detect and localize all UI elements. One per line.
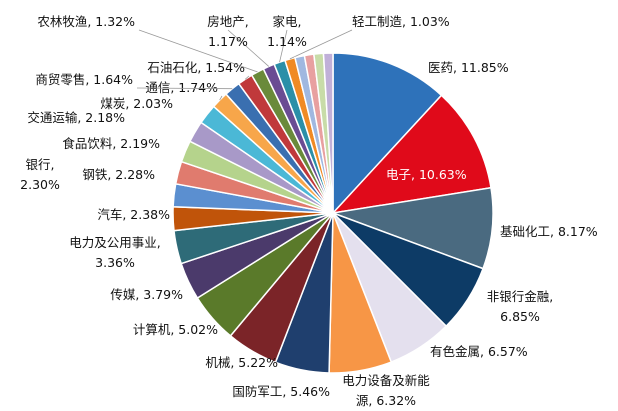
data-label: 通信, 1.74% (145, 80, 218, 95)
data-label: 传媒, 3.79% (110, 287, 183, 302)
data-label: 农林牧渔, 1.32% (37, 14, 135, 29)
leader-line (136, 87, 233, 90)
leader-line (279, 29, 288, 63)
data-label: 交通运输, 2.18% (27, 110, 125, 125)
data-label: 有色金属, 6.57% (430, 344, 528, 359)
pie-slice (332, 52, 443, 215)
data-label: 汽车, 2.38% (97, 207, 170, 222)
pie-slice (330, 94, 492, 215)
data-label: 非银行金融, 6.85% (487, 289, 553, 324)
data-label: 房地产, 1.17% (207, 14, 248, 49)
data-label: 电力及公用事业, 3.36% (69, 235, 160, 270)
data-label: 医药, 11.85% (428, 60, 509, 75)
leader-line (289, 29, 353, 60)
data-label: 国防军工, 5.46% (232, 384, 330, 399)
leader-line (138, 29, 258, 73)
data-label: 家电, 1.14% (267, 14, 307, 49)
data-label: 石油石化, 1.54% (147, 60, 245, 75)
data-label: 电子, 10.63% (386, 167, 467, 182)
data-label: 食品饮料, 2.19% (62, 136, 160, 151)
leader-line (244, 75, 250, 80)
data-label: 电力设备及新能源, 6.32% (342, 373, 430, 408)
data-label: 计算机, 5.02% (133, 322, 218, 337)
data-label: 基础化工, 8.17% (500, 224, 598, 239)
pie-slice (322, 52, 334, 214)
leader-line (227, 29, 270, 67)
leader-line (219, 95, 223, 101)
data-label: 轻工制造, 1.03% (352, 14, 450, 29)
data-label: 机械, 5.22% (205, 355, 278, 370)
data-label: 商贸零售, 1.64% (35, 72, 133, 87)
data-label: 银行, 2.30% (20, 157, 60, 192)
data-label: 钢铁, 2.28% (82, 167, 155, 182)
data-label: 煤炭, 2.03% (100, 96, 173, 111)
